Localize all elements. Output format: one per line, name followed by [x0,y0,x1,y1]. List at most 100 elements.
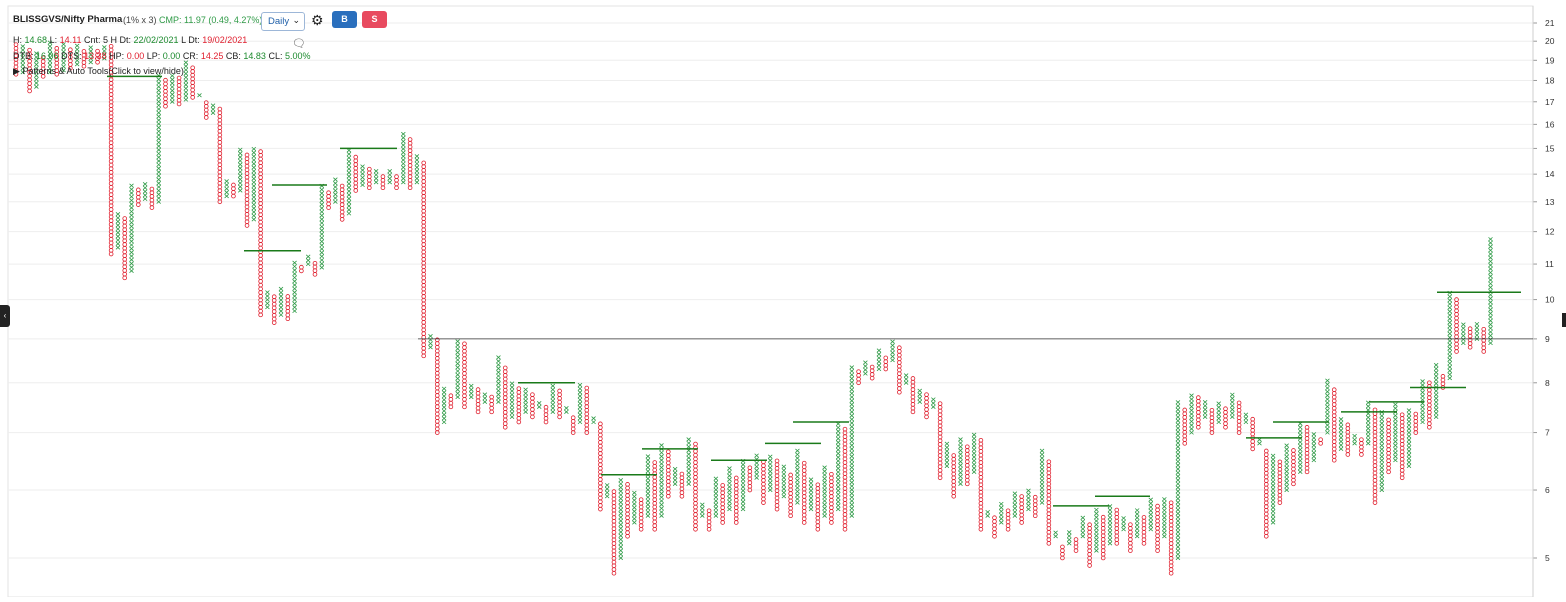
x-mark [835,451,841,456]
o-mark [122,219,128,225]
o-mark [937,475,943,481]
x-mark [523,398,528,403]
y-tick-label: 21 [1545,18,1555,28]
o-mark [421,312,427,318]
x-mark [849,443,855,448]
o-mark [244,152,250,158]
o-mark [190,83,195,89]
o-mark [1196,402,1201,408]
o-mark [502,391,508,397]
o-column [475,387,481,415]
x-mark [1175,429,1181,434]
x-mark [1488,270,1493,275]
buy-button[interactable]: B [332,11,357,28]
x-mark [767,480,773,485]
x-mark [156,88,161,93]
o-column [1209,408,1215,435]
o-mark [258,253,263,258]
o-mark [421,342,427,347]
x-mark [1488,340,1493,346]
o-mark [1155,507,1160,513]
x-mark [455,383,460,389]
x-column [20,44,26,75]
x-mark [496,373,501,379]
o-mark [1331,398,1337,404]
o-mark [801,479,807,484]
x-mark [1379,432,1385,437]
o-mark [1331,413,1337,418]
x-mark [1379,484,1385,489]
o-mark [733,483,739,488]
o-mark [217,125,223,130]
x-mark [170,92,175,97]
x-mark [414,154,420,159]
x-mark [1094,537,1099,542]
x-mark [1420,405,1425,410]
o-mark [163,89,168,94]
interval-select[interactable]: Daily ⌄ [261,12,305,31]
o-mark [652,527,658,532]
stats-row-2: DTB: 16.06 DTS: 13.38 HP: 0.00 LP: 0.00 … [13,51,311,62]
o-column [1277,459,1283,505]
o-column [570,415,576,435]
patterns-toggle[interactable]: ▶ Patterns & Auto Tools(Click to view/hi… [13,66,184,77]
o-mark [1454,315,1459,321]
x-mark [129,246,134,251]
o-mark [1277,478,1283,483]
o-mark [1427,399,1432,404]
x-mark [1216,419,1221,425]
left-collapse-handle[interactable]: ‹ [0,305,10,327]
x-mark [129,213,134,218]
o-mark [407,177,413,183]
o-mark [801,497,807,503]
o-mark [27,88,32,94]
o-mark [883,366,889,372]
o-mark [1019,497,1024,503]
x-mark [1474,321,1480,327]
x-mark [1012,498,1018,504]
x-mark [917,388,923,393]
x-mark [876,355,882,361]
o-mark [1087,563,1092,568]
x-mark [985,513,990,518]
x-column [1094,507,1099,553]
x-mark [808,495,814,501]
o-column [679,471,685,499]
o-column [693,441,698,532]
x-mark [1175,548,1181,553]
x-mark [1393,454,1398,459]
x-mark [1148,508,1154,513]
o-mark [815,501,821,506]
x-mark [835,455,841,460]
o-mark [339,209,345,215]
o-mark [1386,425,1391,430]
x-mark [401,143,406,148]
o-mark [557,388,562,394]
o-mark [421,297,427,303]
o-mark [774,503,780,508]
x-mark [129,250,134,255]
o-mark [475,409,481,415]
sell-button[interactable]: S [362,11,387,28]
o-mark [176,94,182,99]
x-mark [849,472,855,478]
x-column [1230,392,1235,420]
o-mark [666,475,671,481]
o-mark [897,360,902,365]
x-mark [754,468,759,473]
x-mark [129,242,134,248]
right-collapse-handle[interactable] [1562,313,1566,327]
o-mark [1277,470,1283,476]
x-mark [1216,412,1221,417]
o-column [1155,503,1160,553]
o-mark [964,466,970,472]
gear-icon[interactable]: ⚙ [311,12,324,28]
x-mark [1325,415,1330,420]
high-date: 22/02/2021 [133,35,179,45]
x-mark [849,413,855,418]
comment-icon[interactable]: 🗨 [292,38,306,50]
x-mark [1134,515,1140,520]
x-mark [251,172,257,177]
o-mark [1427,406,1432,412]
